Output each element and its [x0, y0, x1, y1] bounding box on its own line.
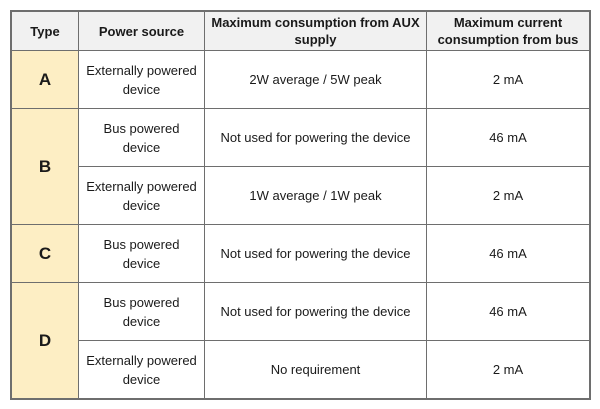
- max-aux-cell: Not used for powering the device: [204, 282, 427, 341]
- header-power-source: Power source: [78, 11, 205, 51]
- power-source-cell: Externally powered device: [78, 166, 205, 225]
- power-source-cell: Externally powered device: [78, 340, 205, 399]
- max-bus-cell: 2 mA: [426, 50, 590, 109]
- type-cell-a: A: [11, 50, 79, 109]
- type-cell-d: D: [11, 282, 79, 399]
- spec-table-container: Type Power source Maximum consumption fr…: [10, 10, 591, 400]
- max-bus-cell: 2 mA: [426, 340, 590, 399]
- type-cell-b: B: [11, 108, 79, 225]
- power-source-cell: Bus powered device: [78, 108, 205, 167]
- max-bus-cell: 46 mA: [426, 108, 590, 167]
- header-type: Type: [11, 11, 79, 51]
- power-source-cell: Externally powered device: [78, 50, 205, 109]
- max-aux-cell: Not used for powering the device: [204, 108, 427, 167]
- max-aux-cell: Not used for powering the device: [204, 224, 427, 283]
- max-aux-cell: 2W average / 5W peak: [204, 50, 427, 109]
- max-aux-cell: No requirement: [204, 340, 427, 399]
- header-max-aux-consumption: Maximum consumption from AUX supply: [204, 11, 427, 51]
- table-row: D Bus powered device Not used for poweri…: [11, 282, 590, 399]
- max-bus-cell: 46 mA: [426, 224, 590, 283]
- power-source-cell: Bus powered device: [78, 282, 205, 341]
- max-aux-cell: 1W average / 1W peak: [204, 166, 427, 225]
- max-bus-cell: 46 mA: [426, 282, 590, 341]
- table-row: A Externally powered device 2W average /…: [11, 50, 590, 109]
- table-row: B Bus powered device Not used for poweri…: [11, 108, 590, 225]
- type-cell-c: C: [11, 224, 79, 283]
- power-source-cell: Bus powered device: [78, 224, 205, 283]
- max-bus-cell: 2 mA: [426, 166, 590, 225]
- table-row: Externally powered device No requirement…: [12, 340, 590, 399]
- table-row: C Bus powered device Not used for poweri…: [11, 224, 590, 283]
- table-row: Externally powered device 1W average / 1…: [12, 166, 590, 225]
- power-consumption-table: Type Power source Maximum consumption fr…: [10, 10, 591, 400]
- header-max-bus-current: Maximum current consumption from bus: [426, 11, 590, 51]
- table-header-row: Type Power source Maximum consumption fr…: [11, 11, 590, 51]
